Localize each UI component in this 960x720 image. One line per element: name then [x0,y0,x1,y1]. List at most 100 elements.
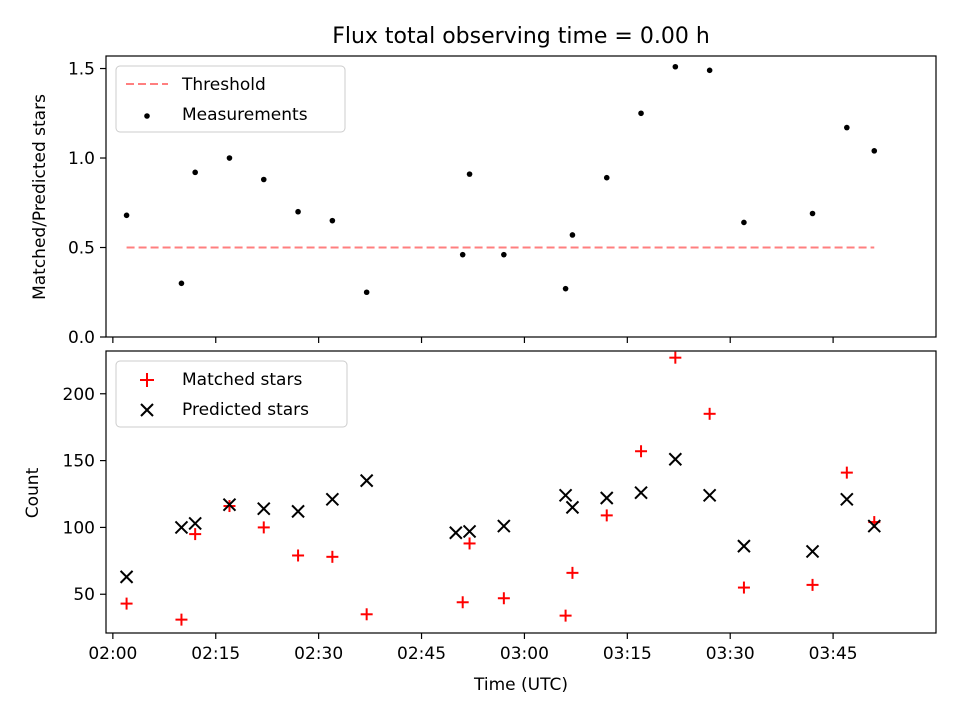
matched-star-point [497,592,510,605]
measurement-point [363,289,370,296]
predicted-star-point [558,488,573,503]
top-y-axis-label: Matched/Predicted stars [30,94,50,300]
bottom-y-tick-label: 100 [63,518,95,538]
predicted-star-point-b [359,473,374,488]
matched-star-point [600,509,613,522]
matched-star-point [566,566,579,579]
bottom-y-tick-label: 50 [73,585,95,605]
measurement-point [569,232,576,238]
top-legend-box [115,65,346,133]
predicted-star-point [867,519,881,533]
measurement-point [501,251,507,258]
predicted-star-point [600,491,614,505]
measurement-point [192,169,198,176]
predicted-star-point-b [462,524,477,539]
predicted-star-point [462,524,477,539]
predicted-star-point [668,452,683,466]
chart-title: Flux total observing time = 0.00 h [332,24,710,49]
measurement-point [226,155,233,161]
predicted-star-point-b [565,500,580,515]
predicted-star-point [449,526,463,540]
top-y-tick-label: 1.5 [68,60,95,80]
top-legend: Threshold Measurements [115,65,346,133]
matched-star-point [175,613,188,626]
predicted-star-point-b [668,452,683,466]
matched-star-point [456,596,469,609]
matched-star-point [703,407,716,420]
x-tick-label: 02:00 [88,644,137,664]
matched-star-point [292,549,305,562]
predicted-star-point [359,473,374,488]
predicted-star-point-b [174,520,189,535]
legend-predicted-label: Predicted stars [182,400,309,420]
measurement-point [603,174,610,181]
measurement-point [672,63,679,70]
predicted-star-point-b [497,519,511,533]
measurement-point [466,171,473,177]
legend-matched-label: Matched stars [182,370,302,390]
matched-star-point [463,537,476,550]
measurement-point [178,280,185,287]
predicted-star-point [565,500,580,515]
measurement-point [329,217,336,224]
matched-star-point [559,609,572,622]
measurement-point [844,124,850,131]
top-panel: Flux total observing time = 0.00 h Match… [30,24,937,348]
legend-measurements-swatch [144,113,150,119]
predicted-star-point [119,570,134,584]
legend-threshold-label: Threshold [181,75,266,95]
matched-star-point [737,581,750,594]
x-tick-label: 02:30 [294,644,343,664]
predicted-star-point [702,488,717,503]
top-y-tick-label: 0.0 [68,328,95,348]
bottom-axes-frame [105,350,937,634]
legend-matched-swatch [140,373,154,387]
top-axes-frame [105,55,937,338]
bottom-legend: Matched stars Predicted stars [115,360,348,428]
predicted-star-point-b [805,544,820,559]
matched-star-point [326,550,339,563]
predicted-star-point [325,492,340,507]
measurement-point [809,210,816,217]
bottom-legend-box [115,360,348,428]
x-tick-label: 02:45 [397,644,446,664]
predicted-star-point-b [257,501,271,516]
bottom-plot-area: 50 100 150 200 02:00 02:15 02:30 02:45 03:00 03:1… [63,351,881,664]
predicted-star-point-b [634,485,648,500]
predicted-star-point-b [737,539,751,553]
predicted-star-point-b [840,492,854,507]
matched-star-point [669,351,682,364]
measurement-point [638,110,644,117]
predicted-star-point-b [600,491,614,505]
x-tick-label: 03:45 [809,644,858,664]
measurement-point [706,67,713,74]
predicted-star-point-b [702,488,717,503]
predicted-star-point-b [291,504,305,519]
measurement-point [295,208,301,215]
legend-predicted-swatch [140,403,154,417]
predicted-star-point-b [188,516,202,531]
predicted-star-point [174,520,189,535]
predicted-star-point [737,539,751,553]
measurement-point [741,219,747,226]
bottom-y-tick-label: 150 [63,452,95,472]
matched-star-point [840,466,853,479]
matched-star-point [806,578,819,591]
measurement-point [562,285,569,292]
predicted-star-point [497,519,511,533]
predicted-star-point-b [222,497,237,512]
predicted-star-point [634,485,648,500]
measurement-point [871,148,878,154]
legend-measurements-label: Measurements [182,105,308,125]
predicted-star-point [291,504,305,519]
x-tick-label: 03:30 [706,644,755,664]
predicted-star-point [257,501,271,516]
predicted-star-point-b [867,519,881,533]
matched-star-point [120,597,133,610]
matched-star-point [257,521,270,534]
x-tick-label: 03:15 [603,644,652,664]
x-tick-label: 03:00 [500,644,549,664]
bottom-panel: Count Time (UTC) 50 100 150 200 02:00 02:15 02… [23,350,937,695]
measurement-point [260,176,267,183]
